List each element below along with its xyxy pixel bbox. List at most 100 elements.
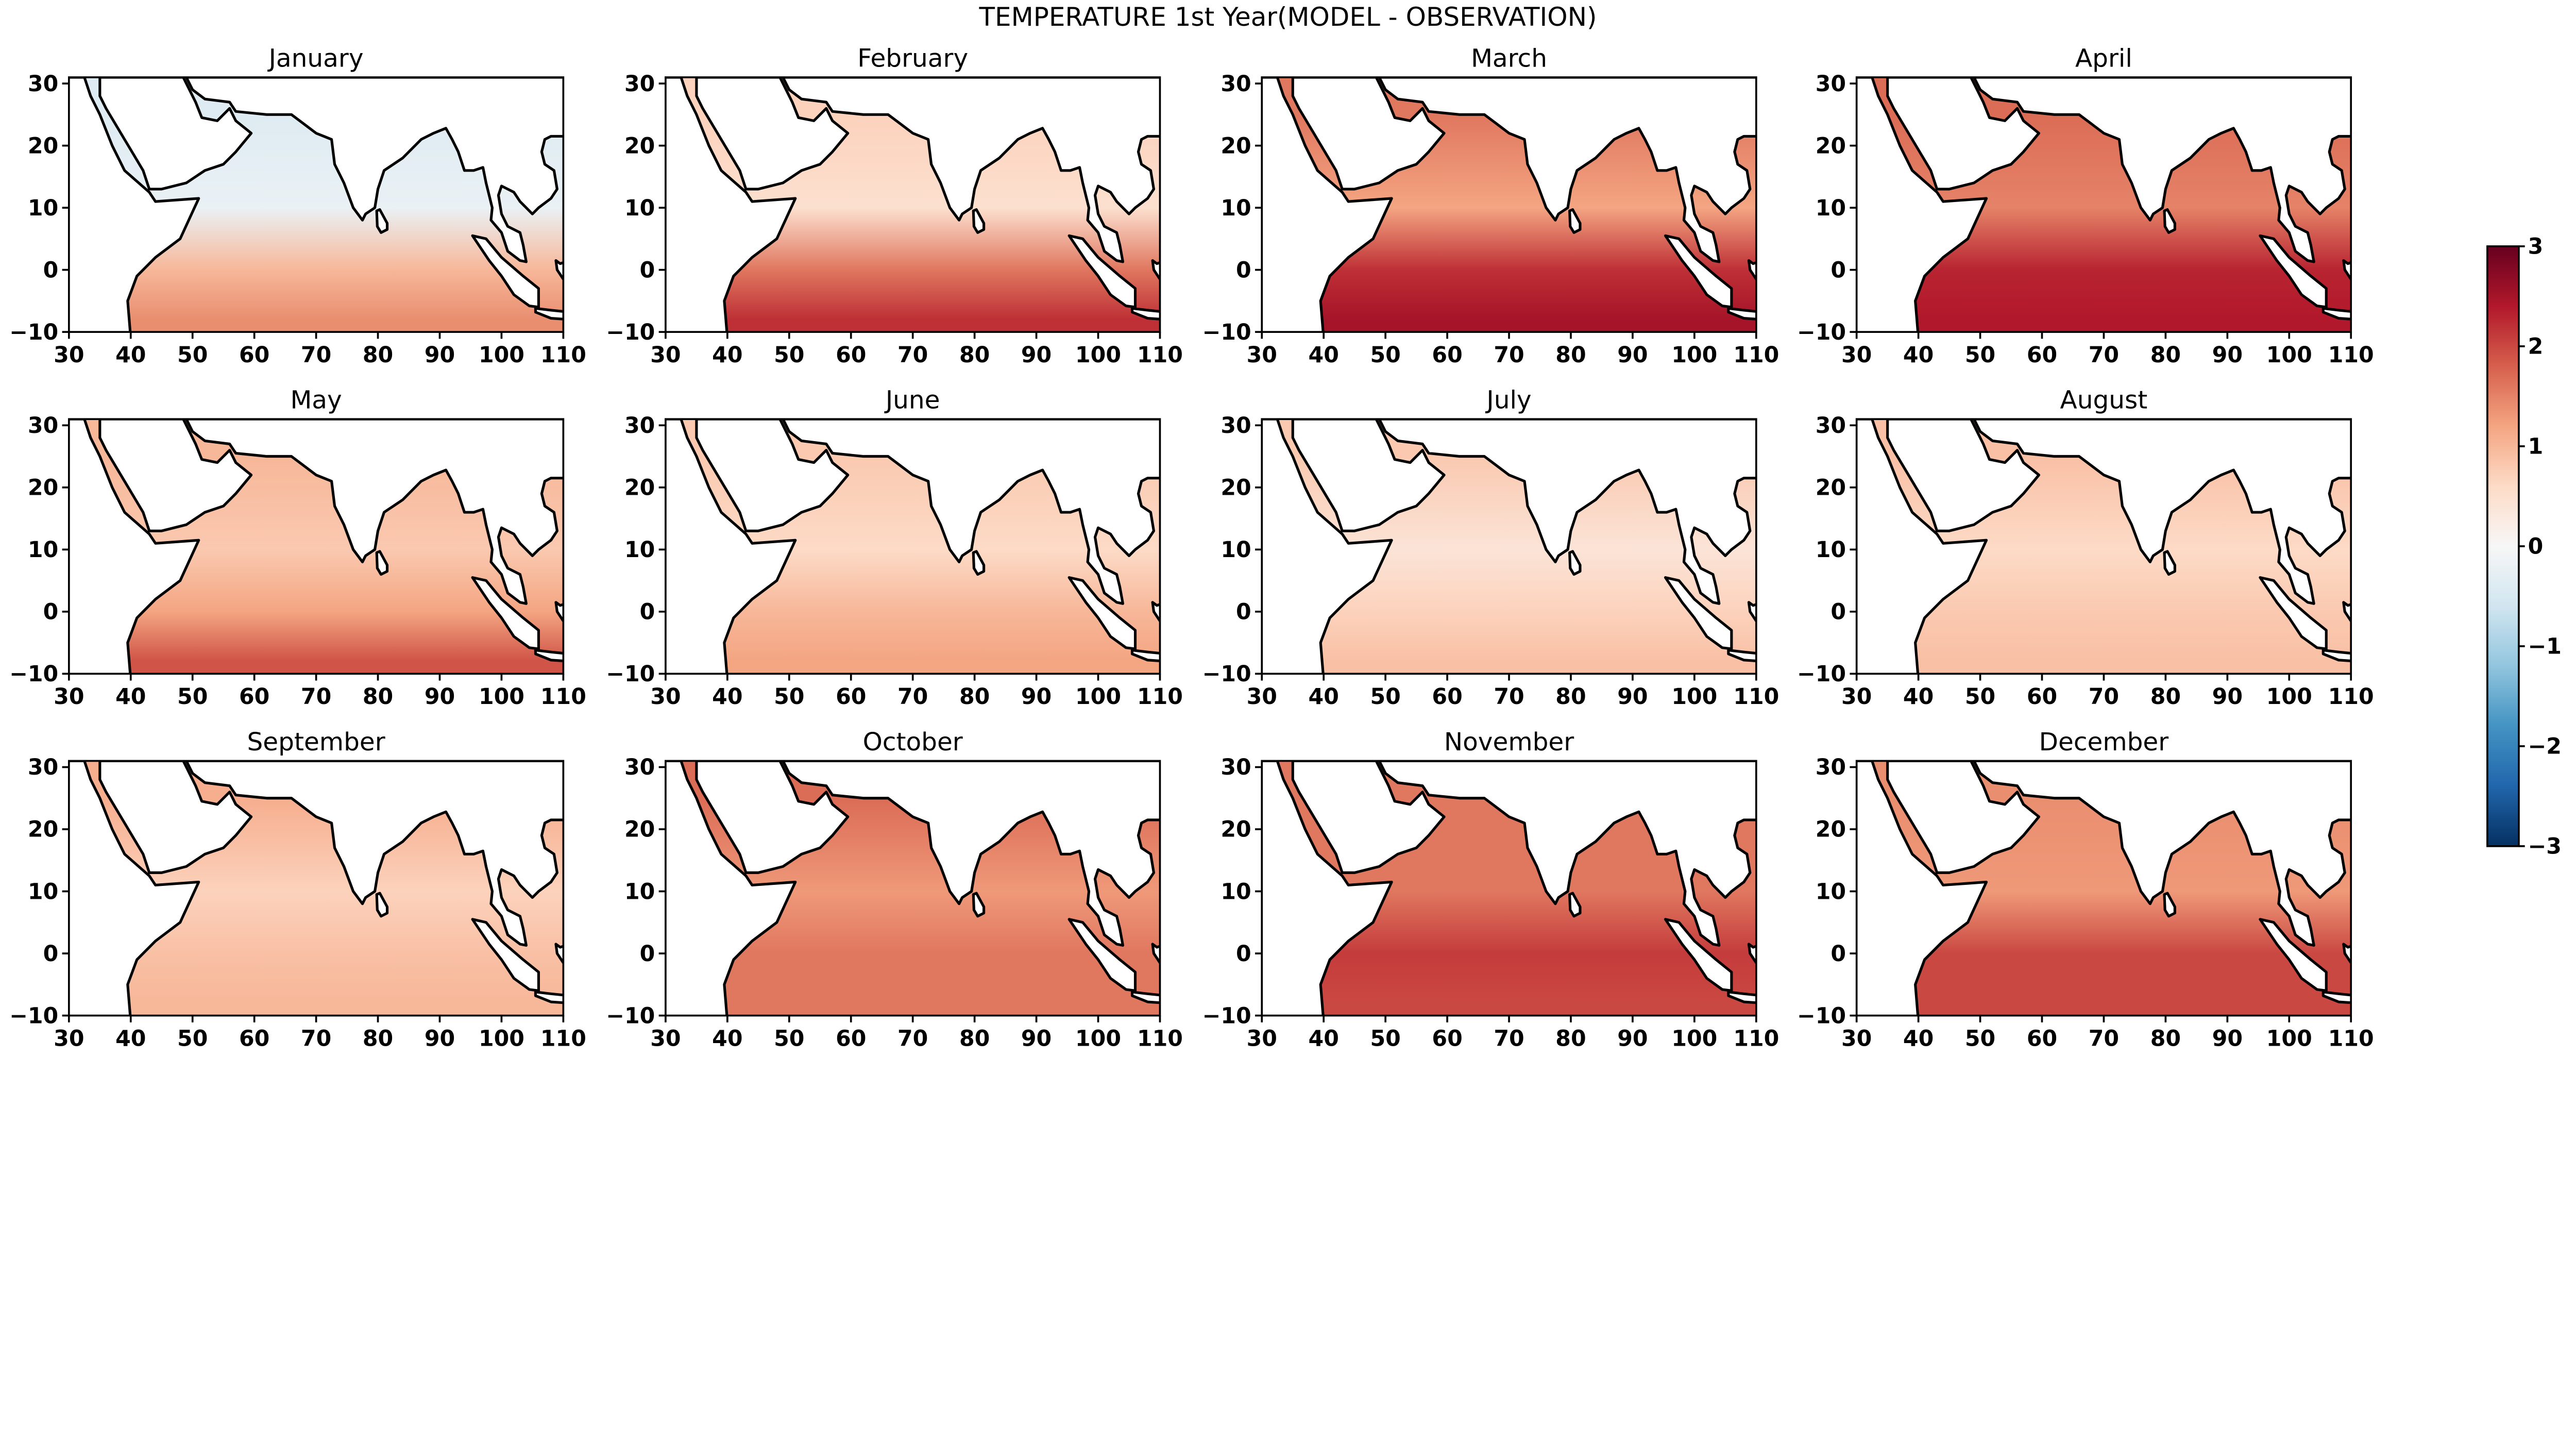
y-tick-label: 30 <box>1816 71 1846 97</box>
coastline-africa <box>69 761 200 1016</box>
y-tick-label: 10 <box>28 537 58 563</box>
coastline-arabia <box>695 77 850 191</box>
x-tick-label: 40 <box>115 1026 146 1051</box>
y-tick-label: 0 <box>1831 257 1846 283</box>
y-tick-label: 20 <box>1816 475 1846 501</box>
y-tick-label: −10 <box>9 320 58 345</box>
coastline-borneo <box>1151 259 1160 281</box>
x-tick-label: 50 <box>177 684 208 710</box>
coastline-asia <box>185 77 564 263</box>
colorbar-tick-label: 1 <box>2528 434 2544 460</box>
x-tick-label: 110 <box>1137 342 1183 368</box>
x-tick-label: 40 <box>1309 684 1339 710</box>
y-tick-label: 10 <box>1221 537 1251 563</box>
x-tick-label: 50 <box>1370 684 1400 710</box>
y-tick-label: 10 <box>28 195 58 221</box>
coastline-asia <box>1378 419 1756 605</box>
x-tick-label: 60 <box>239 684 269 710</box>
x-tick-label: 60 <box>1432 1026 1462 1051</box>
colorbar-tick-label: −1 <box>2528 634 2562 660</box>
coastline-africa <box>1262 761 1393 1016</box>
colorbar-gradient <box>2486 245 2520 847</box>
y-tick-label: 20 <box>28 817 58 843</box>
x-tick-label: 100 <box>1671 684 1717 710</box>
y-tick-label: 30 <box>1221 413 1251 439</box>
figure: TEMPERATURE 1st Year(MODEL - OBSERVATION… <box>9 2 2562 1051</box>
x-tick-label: 80 <box>363 342 393 368</box>
x-tick-label: 90 <box>1021 1026 1052 1051</box>
y-tick-label: 10 <box>1816 195 1846 221</box>
x-tick-label: 50 <box>774 684 804 710</box>
y-tick-label: 10 <box>1221 195 1251 221</box>
coastline-borneo <box>1747 259 1756 281</box>
coastline-africa <box>665 77 797 332</box>
coastline-sumatra <box>2259 576 2328 650</box>
x-tick-label: 70 <box>1494 342 1524 368</box>
coastline-srilanka <box>2163 550 2176 576</box>
x-tick-label: 100 <box>1075 684 1121 710</box>
coastline-java <box>534 648 564 662</box>
y-tick-label: 20 <box>28 133 58 159</box>
x-tick-label: 90 <box>1617 1026 1648 1051</box>
coastline-java <box>2321 648 2351 662</box>
panel-title: July <box>1485 386 1531 415</box>
y-tick-label: 0 <box>640 257 655 283</box>
x-tick-label: 30 <box>650 684 681 710</box>
x-tick-label: 50 <box>177 342 208 368</box>
coastline-africa <box>1262 77 1393 332</box>
panel-title: November <box>1444 728 1574 757</box>
panel-title: October <box>863 728 963 757</box>
x-tick-label: 70 <box>1494 684 1524 710</box>
x-tick-label: 110 <box>1733 684 1779 710</box>
x-tick-label: 80 <box>1555 1026 1586 1051</box>
x-tick-label: 80 <box>2150 1026 2181 1051</box>
x-tick-label: 30 <box>54 684 84 710</box>
x-tick-label: 100 <box>479 684 524 710</box>
x-tick-label: 80 <box>959 684 990 710</box>
x-tick-label: 60 <box>836 684 866 710</box>
y-tick-label: 10 <box>28 879 58 904</box>
x-tick-label: 50 <box>774 1026 804 1051</box>
x-tick-label: 30 <box>54 342 84 368</box>
y-tick-label: 0 <box>1831 599 1846 625</box>
y-tick-label: −10 <box>606 661 655 687</box>
x-tick-label: 30 <box>1841 1026 1872 1051</box>
y-tick-label: 0 <box>1236 599 1251 625</box>
coastline-borneo <box>1747 943 1756 965</box>
coastline-sumatra <box>1664 576 1733 650</box>
y-tick-label: 0 <box>1236 941 1251 967</box>
x-tick-label: 40 <box>115 342 146 368</box>
x-tick-label: 90 <box>1021 684 1052 710</box>
y-tick-label: 20 <box>624 475 655 501</box>
coastline-srilanka <box>2163 208 2176 234</box>
coastline-africa <box>1262 419 1393 674</box>
x-tick-label: 110 <box>2328 342 2374 368</box>
coastline-srilanka <box>375 550 389 576</box>
x-tick-label: 50 <box>774 342 804 368</box>
x-tick-label: 50 <box>1965 1026 1995 1051</box>
x-tick-label: 110 <box>2328 684 2374 710</box>
y-tick-label: 20 <box>1221 133 1251 159</box>
y-tick-label: 0 <box>1236 257 1251 283</box>
x-tick-label: 60 <box>836 1026 866 1051</box>
y-tick-label: 20 <box>28 475 58 501</box>
coastline-asia <box>782 419 1160 605</box>
x-tick-label: 80 <box>2150 684 2181 710</box>
y-tick-label: −10 <box>1797 661 1846 687</box>
y-tick-label: 30 <box>28 754 58 780</box>
y-tick-label: 30 <box>1816 413 1846 439</box>
y-tick-label: 0 <box>640 599 655 625</box>
panel-title: April <box>2075 44 2132 73</box>
y-tick-label: 20 <box>624 133 655 159</box>
y-tick-label: −10 <box>1202 661 1251 687</box>
coastline-asia <box>782 77 1160 263</box>
coastline-srilanka <box>2163 892 2176 918</box>
x-tick-label: 60 <box>239 342 269 368</box>
y-tick-label: 30 <box>1221 754 1251 780</box>
y-tick-label: 20 <box>1221 475 1251 501</box>
x-tick-label: 110 <box>1137 684 1183 710</box>
